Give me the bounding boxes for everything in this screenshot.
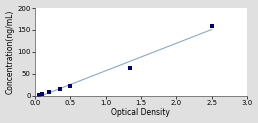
Y-axis label: Concentration(ng/mL): Concentration(ng/mL) (6, 10, 14, 94)
X-axis label: Optical Density: Optical Density (111, 108, 170, 117)
